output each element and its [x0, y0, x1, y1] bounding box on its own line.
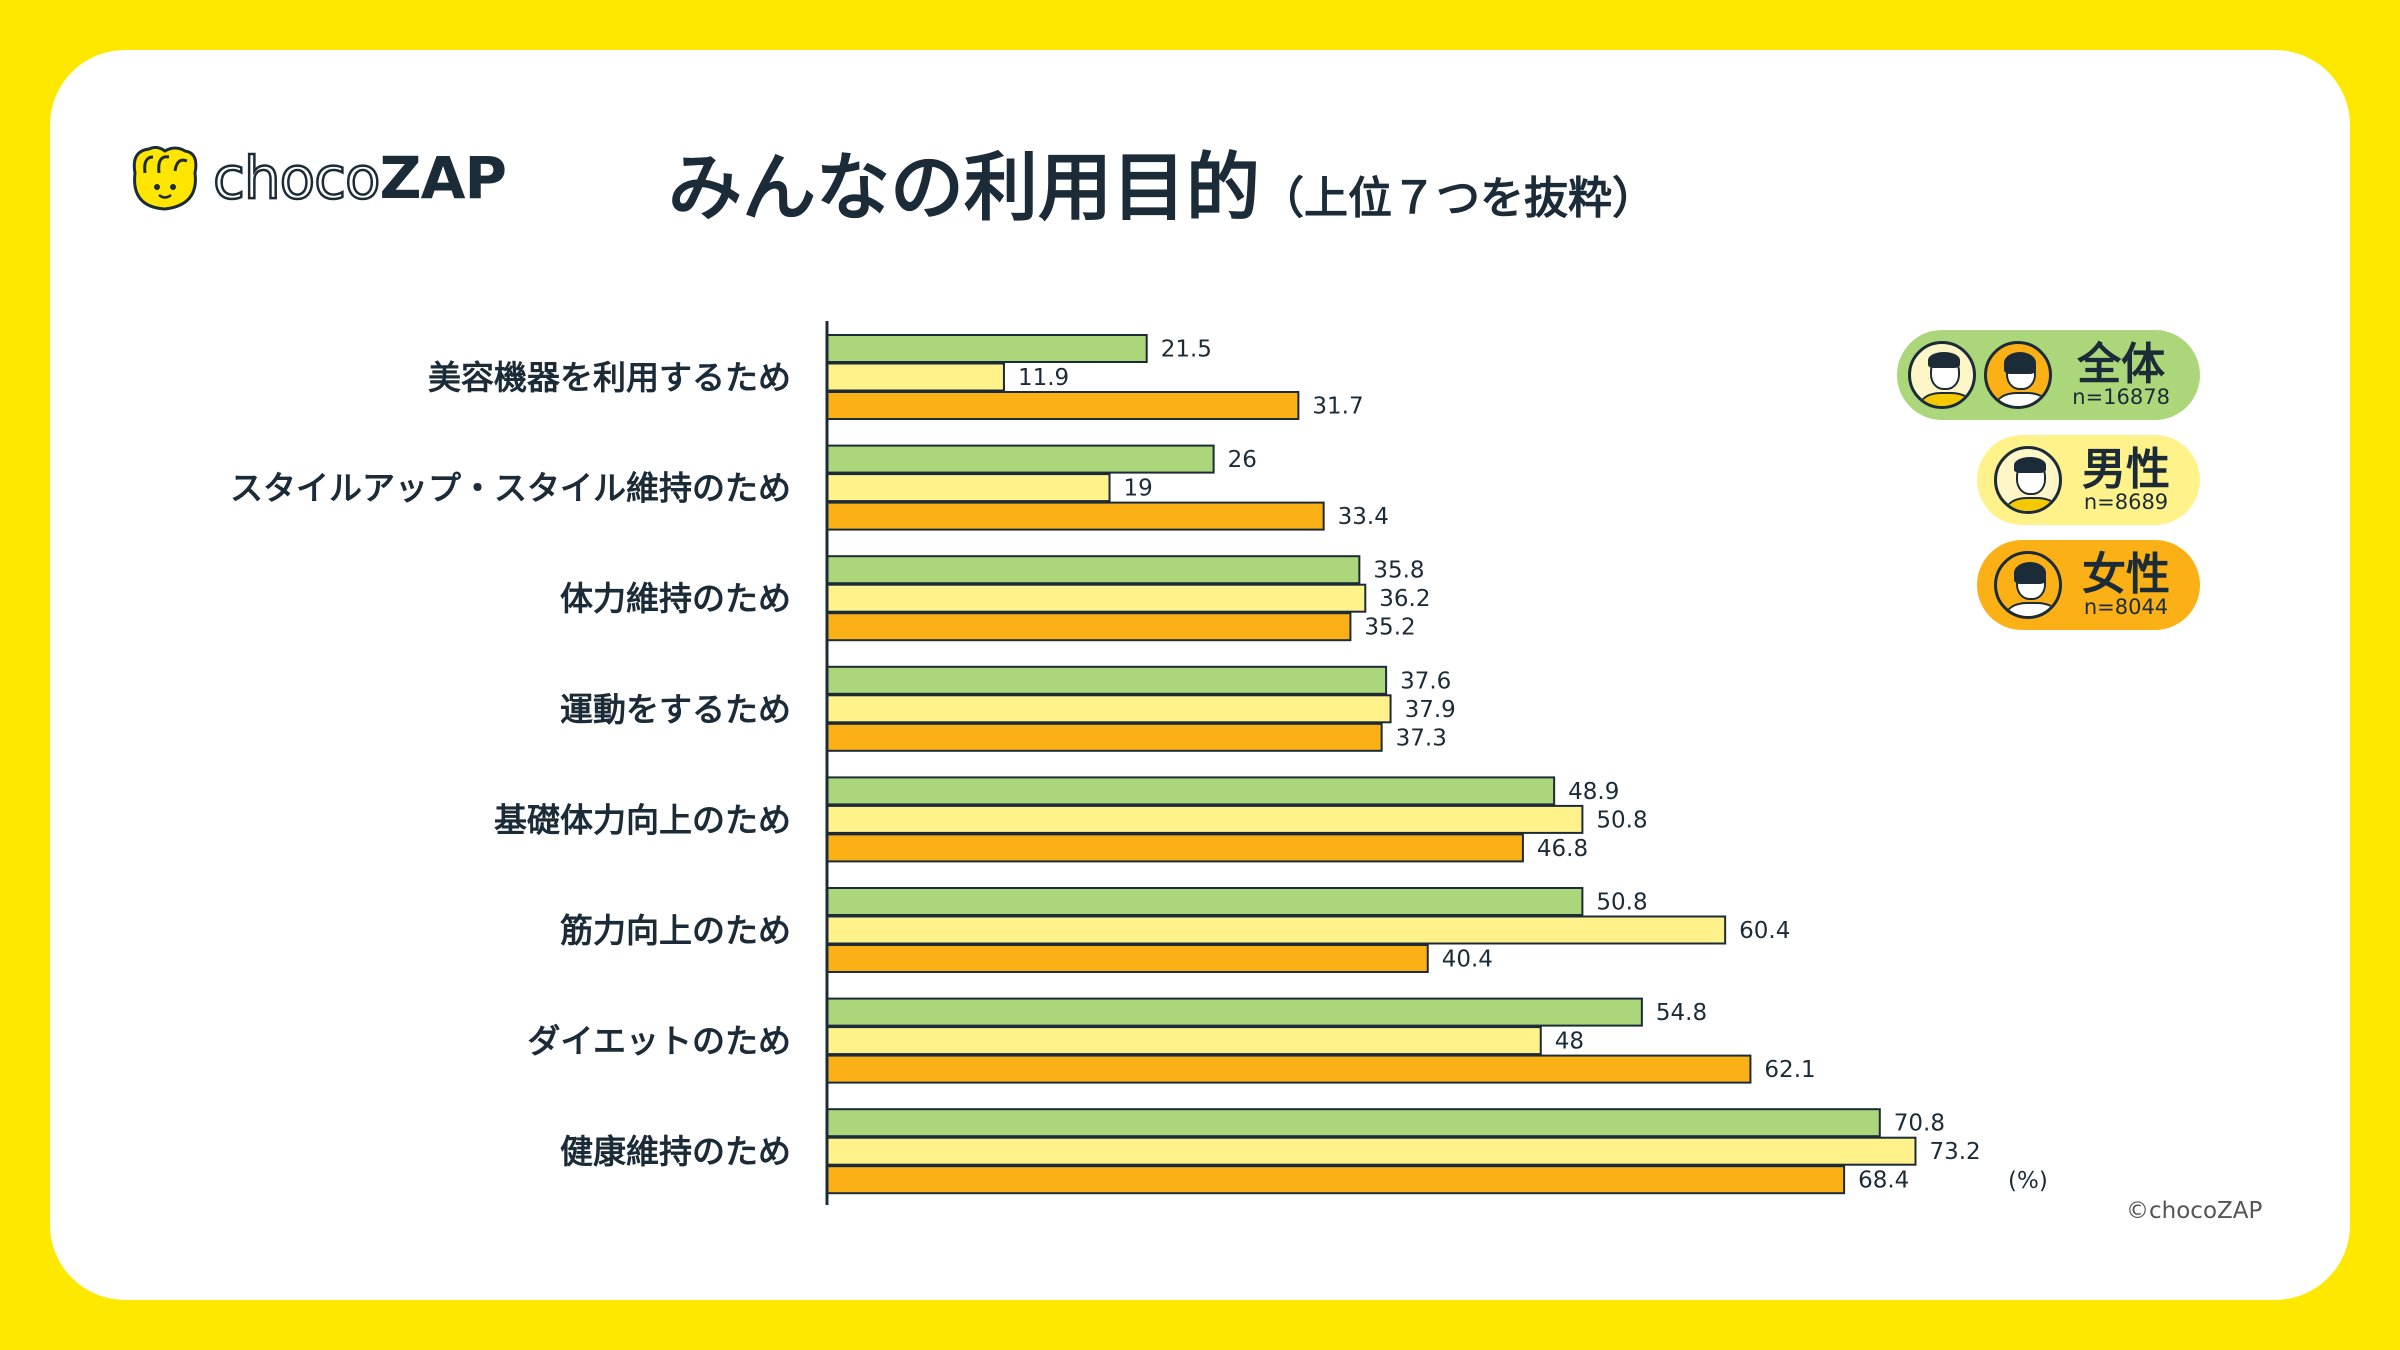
- data-label: 11.9: [1018, 365, 1069, 391]
- data-label: 60.4: [1739, 918, 1790, 944]
- bar: [826, 722, 1383, 752]
- bar: [826, 555, 1361, 585]
- bar: [826, 391, 1300, 420]
- legend-n: n=8044: [2083, 594, 2169, 619]
- legend-label: 男性: [2082, 443, 2170, 495]
- logo-text-zap: ZAP: [379, 143, 507, 212]
- data-label: 36.2: [1379, 586, 1430, 612]
- unit-label: (%): [2008, 1168, 2048, 1194]
- bar: [826, 473, 1111, 503]
- bar: [826, 1165, 1846, 1195]
- bar: [826, 944, 1429, 973]
- logo-mascot-icon: [132, 145, 198, 211]
- data-label: 37.6: [1400, 668, 1451, 694]
- bar: [826, 501, 1325, 531]
- data-label: 62.1: [1764, 1057, 1815, 1083]
- category-label: 基礎体力向上のため: [494, 800, 791, 839]
- bar: [826, 1054, 1752, 1084]
- female-avatar-icon: [1994, 551, 2062, 619]
- category-label: ダイエットのため: [527, 1022, 791, 1061]
- legend-n: n=8689: [2083, 489, 2169, 514]
- page-title: みんなの利用目的（上位７つを抜粋）: [668, 128, 1656, 235]
- data-label: 26: [1228, 447, 1257, 473]
- bar: [826, 887, 1584, 916]
- data-label: 21.5: [1161, 337, 1212, 363]
- data-label: 54.8: [1656, 1000, 1707, 1026]
- category-label: 体力維持のため: [560, 579, 791, 618]
- bar: [826, 1136, 1917, 1166]
- legend-n: n=16878: [2072, 384, 2170, 409]
- bar: [826, 997, 1643, 1027]
- data-label: 37.3: [1396, 725, 1447, 751]
- bar: [826, 1108, 1881, 1138]
- bar: [826, 694, 1392, 724]
- data-label: 19: [1124, 476, 1153, 502]
- category-label: 健康維持のため: [560, 1132, 791, 1171]
- bar: [826, 665, 1388, 695]
- category-label: 運動をするため: [560, 690, 791, 729]
- bar: [826, 612, 1352, 642]
- chocozap-logo: chocoZAP: [127, 140, 507, 215]
- bar: [826, 804, 1584, 834]
- data-label: 35.2: [1364, 615, 1415, 641]
- legend-item-female: 女性 n=8044: [1977, 540, 2200, 630]
- legend-label: 女性: [2082, 548, 2170, 600]
- data-label: 35.8: [1373, 558, 1424, 584]
- male-avatar-icon: [1908, 341, 1977, 409]
- bar: [826, 362, 1005, 392]
- bar: [826, 833, 1524, 863]
- data-label: 73.2: [1929, 1139, 1980, 1165]
- data-label: 48.9: [1568, 779, 1619, 805]
- data-label: 33.4: [1338, 504, 1389, 530]
- data-label: 68.4: [1858, 1168, 1909, 1194]
- category-label: スタイルアップ・スタイル維持のため: [230, 469, 791, 508]
- bar: [826, 915, 1727, 945]
- male-avatar-icon: [1994, 446, 2062, 514]
- legend-item-male: 男性 n=8689: [1977, 435, 2200, 525]
- legend-item-all: 全体 n=16878: [1897, 330, 2200, 420]
- category-label: 美容機器を利用するため: [428, 358, 791, 397]
- data-label: 46.8: [1537, 836, 1588, 862]
- title-sub: （上位７つを抜粋）: [1260, 173, 1656, 224]
- bar: [826, 334, 1148, 363]
- data-label: 50.8: [1596, 807, 1647, 833]
- legend-label: 全体: [2077, 338, 2166, 390]
- data-label: 48: [1555, 1029, 1584, 1055]
- logo-text: chocoZAP: [212, 142, 507, 213]
- female-avatar-icon: [1984, 341, 2053, 409]
- data-label: 50.8: [1596, 890, 1647, 916]
- data-label: 70.8: [1894, 1111, 1945, 1137]
- bar: [826, 583, 1367, 613]
- data-label: 37.9: [1405, 697, 1456, 723]
- bar: [826, 776, 1556, 806]
- title-main: みんなの利用目的: [668, 145, 1260, 231]
- data-label: 31.7: [1312, 394, 1363, 420]
- copyright: ©chocoZAP: [2126, 1198, 2263, 1224]
- bar: [826, 444, 1215, 474]
- data-label: 40.4: [1442, 947, 1493, 973]
- bar: [826, 1026, 1542, 1056]
- category-label: 筋力向上のため: [560, 911, 791, 950]
- logo-text-choco: choco: [212, 142, 382, 213]
